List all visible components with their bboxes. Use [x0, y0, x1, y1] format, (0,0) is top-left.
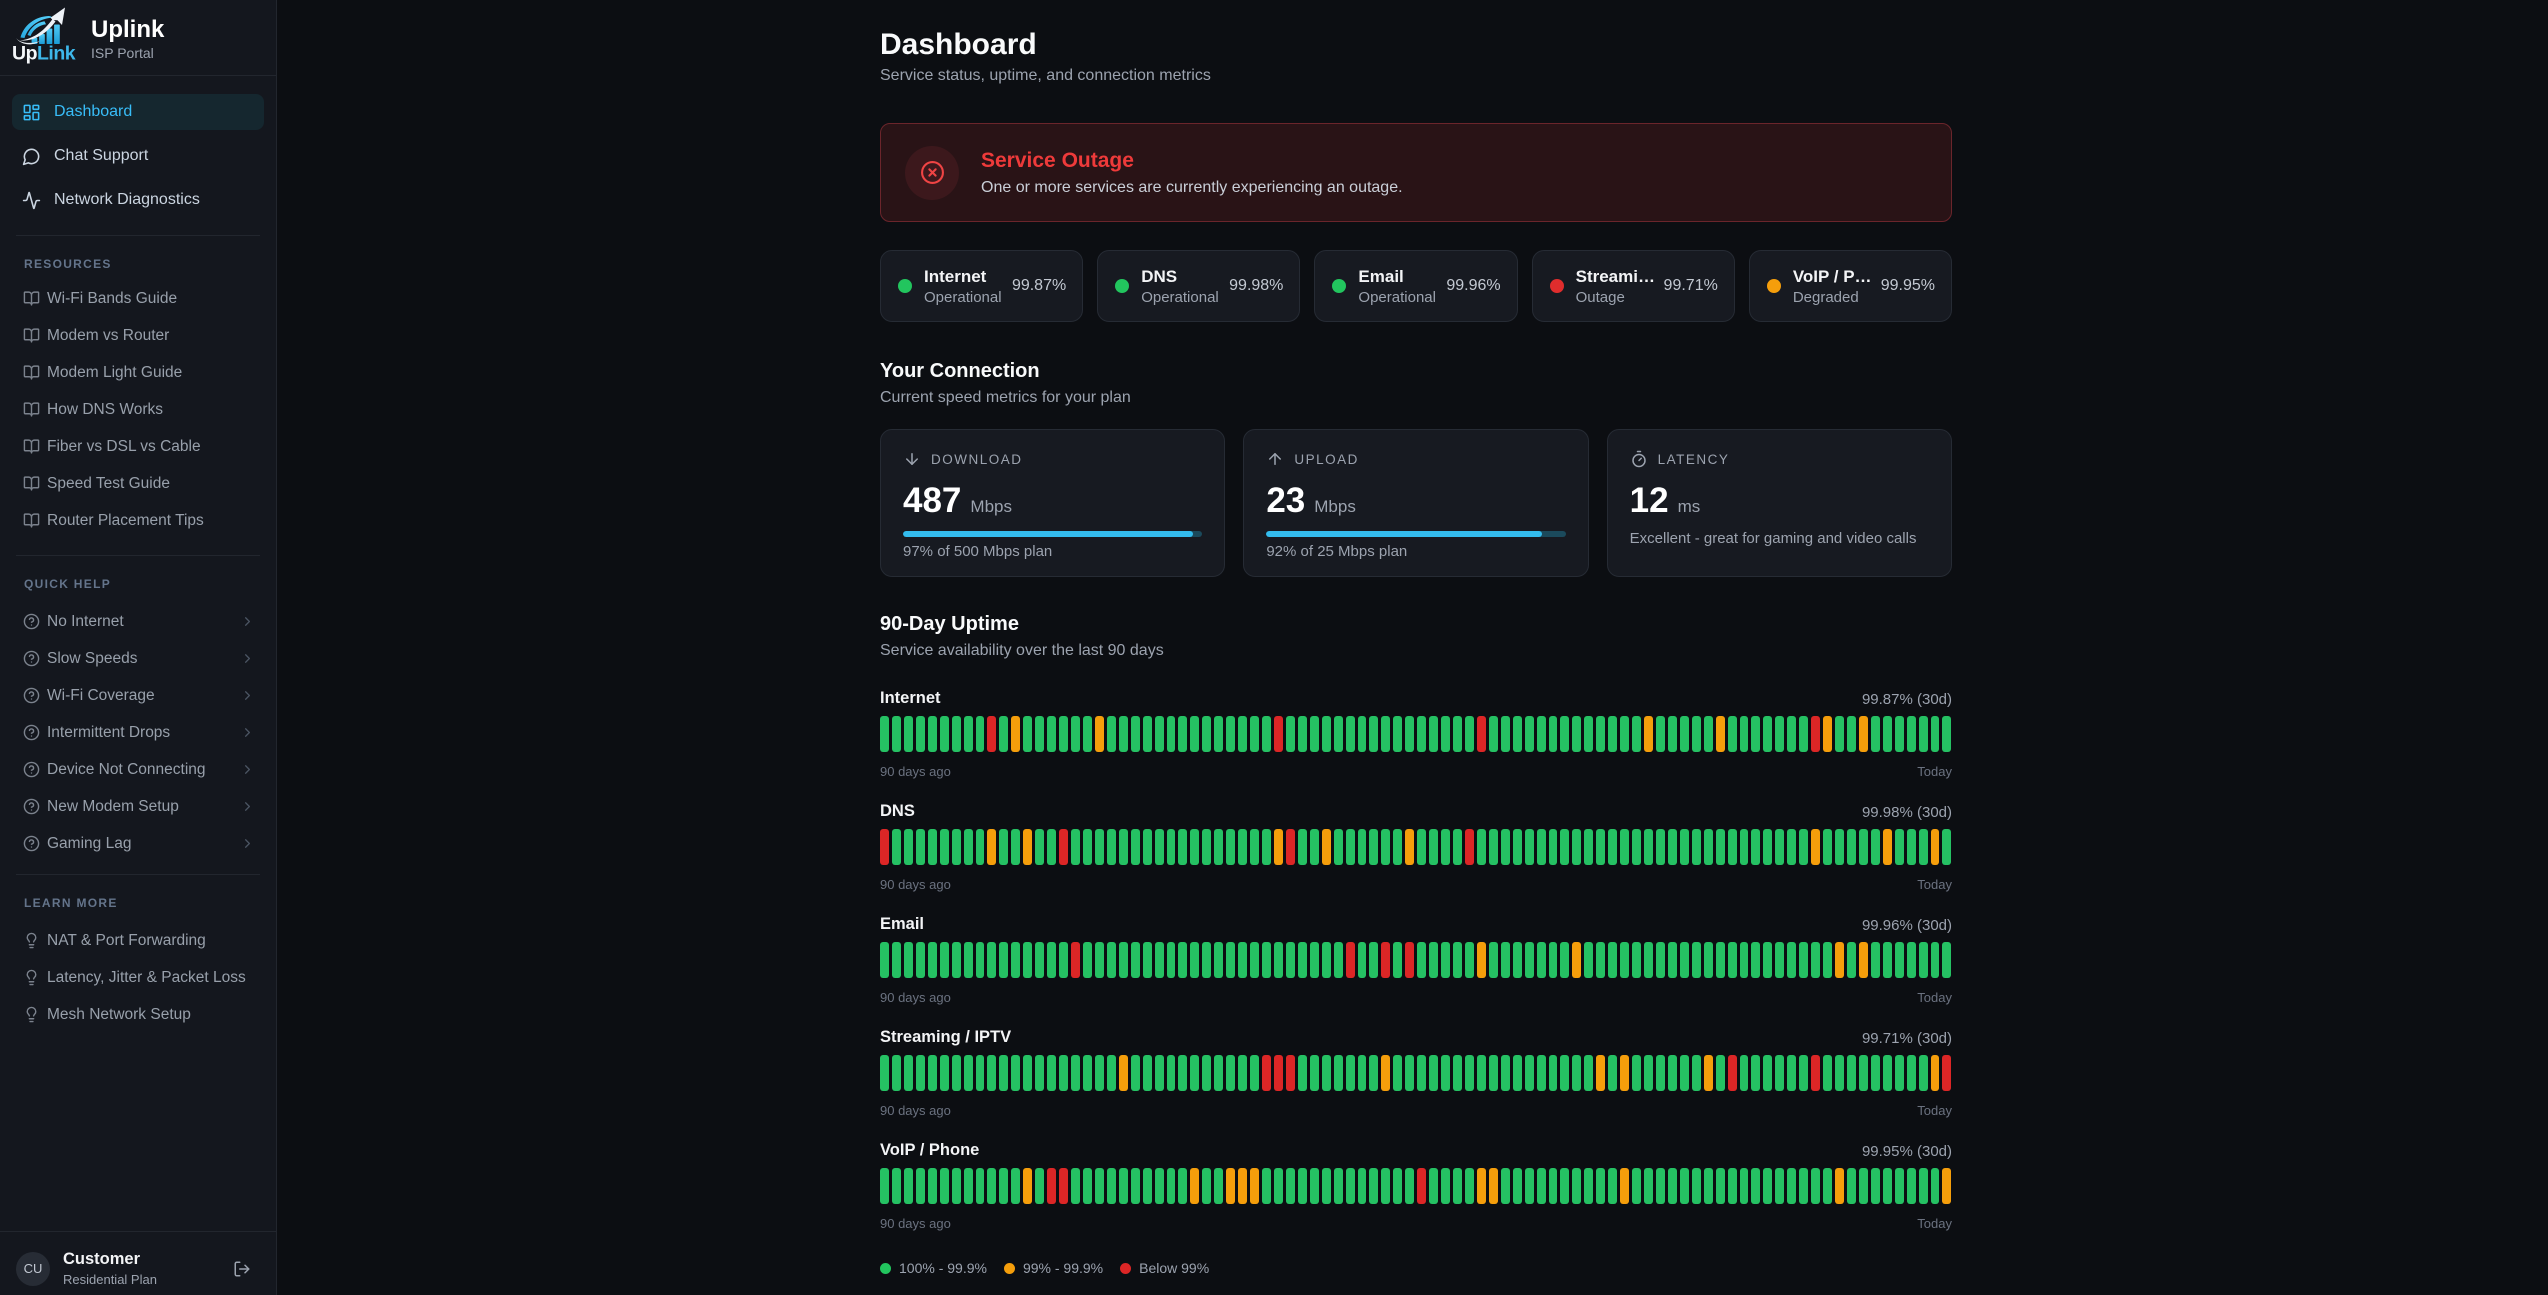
- svg-text:UpLink: UpLink: [12, 43, 76, 65]
